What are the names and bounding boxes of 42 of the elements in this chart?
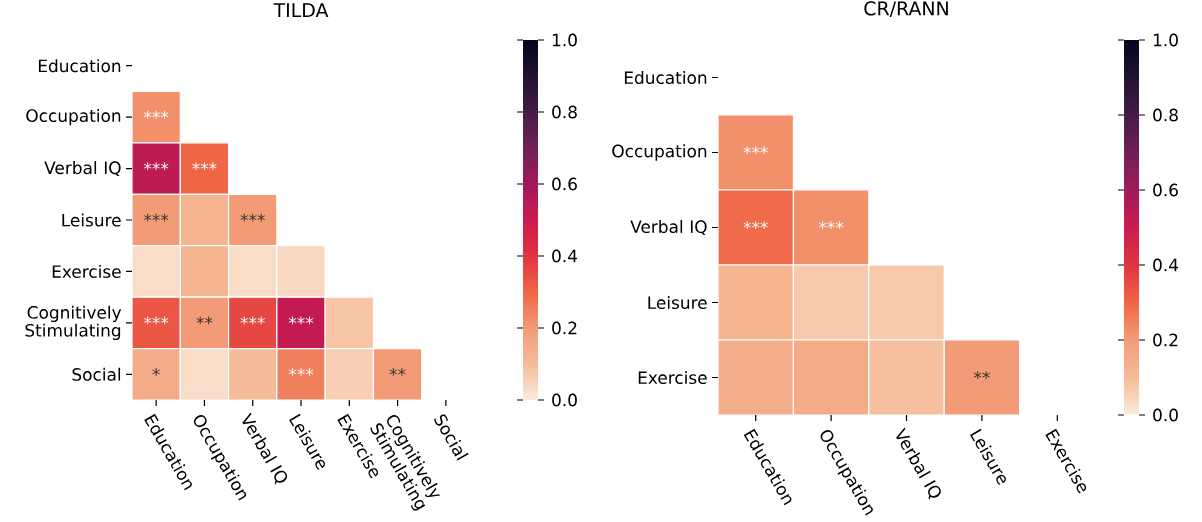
color-bar-label: 0.0 bbox=[552, 393, 577, 407]
color-bar-label: 0.8 bbox=[552, 105, 577, 119]
y-tick-label: Cognitively Stimulating bbox=[25, 305, 122, 341]
y-tick-label: Verbal IQ bbox=[630, 219, 707, 236]
chart-title: CR/RANN bbox=[864, 1, 948, 17]
color-bar-label: 0.2 bbox=[552, 321, 577, 335]
data-label: *** bbox=[743, 146, 768, 154]
y-tick-label: Social bbox=[72, 367, 121, 381]
y-tick-label: Leisure bbox=[62, 213, 121, 227]
y-tick-label: Occupation bbox=[26, 108, 121, 126]
y-tick-label: Exercise bbox=[638, 370, 707, 385]
data-label: *** bbox=[192, 162, 217, 171]
data-label: *** bbox=[288, 368, 314, 376]
data-label: * bbox=[152, 368, 160, 376]
y-tick-label: Occupation bbox=[612, 144, 707, 161]
data-label: *** bbox=[143, 316, 169, 325]
data-label: *** bbox=[288, 316, 314, 325]
color-bar-label: 0.4 bbox=[552, 249, 578, 263]
data-label: ** bbox=[973, 371, 990, 379]
data-label: *** bbox=[743, 221, 768, 229]
color-bar-label: 0.6 bbox=[1153, 183, 1178, 197]
y-tick-label: Education bbox=[624, 70, 707, 85]
color-bar-label: 0.4 bbox=[1153, 258, 1179, 272]
data-label: *** bbox=[143, 213, 169, 222]
y-tick-label: Verbal IQ bbox=[44, 161, 121, 177]
y-tick-label: Exercise bbox=[52, 264, 121, 278]
y-tick-label: Education bbox=[38, 59, 121, 73]
color-bar-label: 0.8 bbox=[1153, 108, 1178, 122]
data-label: *** bbox=[240, 316, 265, 325]
data-label: *** bbox=[143, 110, 169, 119]
color-bar-label: 1.0 bbox=[552, 33, 577, 47]
y-tick-label: Leisure bbox=[648, 295, 707, 310]
data-label: *** bbox=[143, 162, 169, 171]
color-bar-label: 0.2 bbox=[1153, 333, 1178, 347]
color-bar-label: 0.0 bbox=[1153, 408, 1178, 422]
data-label: *** bbox=[818, 221, 844, 229]
data-label: *** bbox=[240, 213, 265, 222]
color-bar-label: 0.6 bbox=[552, 177, 577, 191]
data-label: ** bbox=[196, 316, 213, 325]
color-bar-label: 1.0 bbox=[1153, 33, 1178, 47]
chart-title: TILDA bbox=[273, 3, 329, 18]
data-label: ** bbox=[389, 368, 406, 376]
